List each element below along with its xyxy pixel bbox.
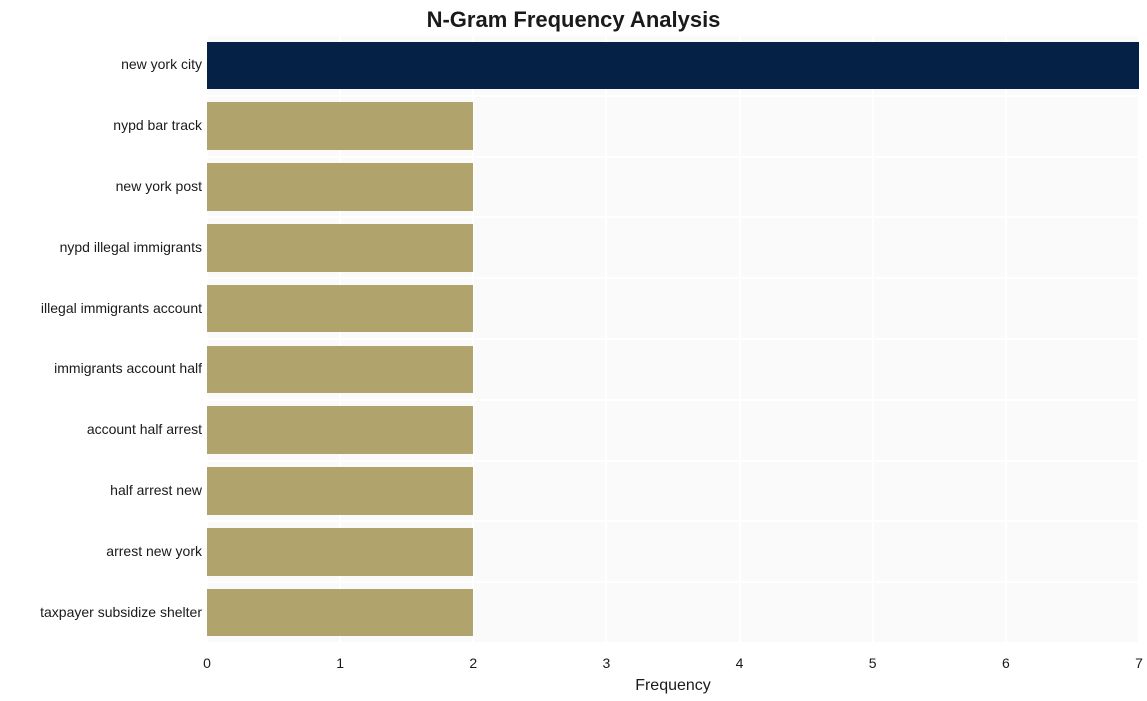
gridline-horizontal — [207, 216, 1139, 218]
y-tick-label: new york post — [116, 178, 202, 194]
x-tick-label: 7 — [1135, 655, 1143, 671]
gridline-horizontal — [207, 338, 1139, 340]
gridline-horizontal — [207, 520, 1139, 522]
y-tick-label: nypd illegal immigrants — [60, 239, 202, 255]
bar — [207, 589, 473, 636]
y-tick-label: account half arrest — [87, 421, 202, 437]
x-tick-label: 4 — [736, 655, 744, 671]
y-tick-label: half arrest new — [110, 482, 202, 498]
gridline-horizontal — [207, 156, 1139, 158]
chart-container: N-Gram Frequency Analysis Frequency new … — [0, 0, 1147, 701]
y-tick-label: arrest new york — [106, 543, 202, 559]
bar — [207, 42, 1139, 89]
y-tick-label: illegal immigrants account — [41, 300, 202, 316]
gridline-horizontal — [207, 399, 1139, 401]
bar — [207, 285, 473, 332]
y-tick-label: taxpayer subsidize shelter — [40, 604, 202, 620]
x-tick-label: 1 — [336, 655, 344, 671]
x-tick-label: 3 — [603, 655, 611, 671]
x-tick-label: 0 — [203, 655, 211, 671]
x-tick-label: 6 — [1002, 655, 1010, 671]
x-tick-label: 5 — [869, 655, 877, 671]
gridline-horizontal — [207, 277, 1139, 279]
bar — [207, 224, 473, 271]
bar — [207, 163, 473, 210]
y-tick-label: nypd bar track — [113, 117, 202, 133]
x-tick-label: 2 — [469, 655, 477, 671]
bar — [207, 102, 473, 149]
gridline-horizontal — [207, 34, 1139, 36]
bar — [207, 406, 473, 453]
y-tick-label: new york city — [121, 56, 202, 72]
gridline-horizontal — [207, 95, 1139, 97]
chart-title: N-Gram Frequency Analysis — [0, 7, 1147, 33]
x-axis-label: Frequency — [207, 677, 1139, 695]
gridline-horizontal — [207, 460, 1139, 462]
bar — [207, 528, 473, 575]
plot-area — [207, 35, 1139, 643]
gridline-horizontal — [207, 642, 1139, 644]
bar — [207, 467, 473, 514]
y-tick-label: immigrants account half — [54, 360, 202, 376]
gridline-horizontal — [207, 581, 1139, 583]
bar — [207, 346, 473, 393]
